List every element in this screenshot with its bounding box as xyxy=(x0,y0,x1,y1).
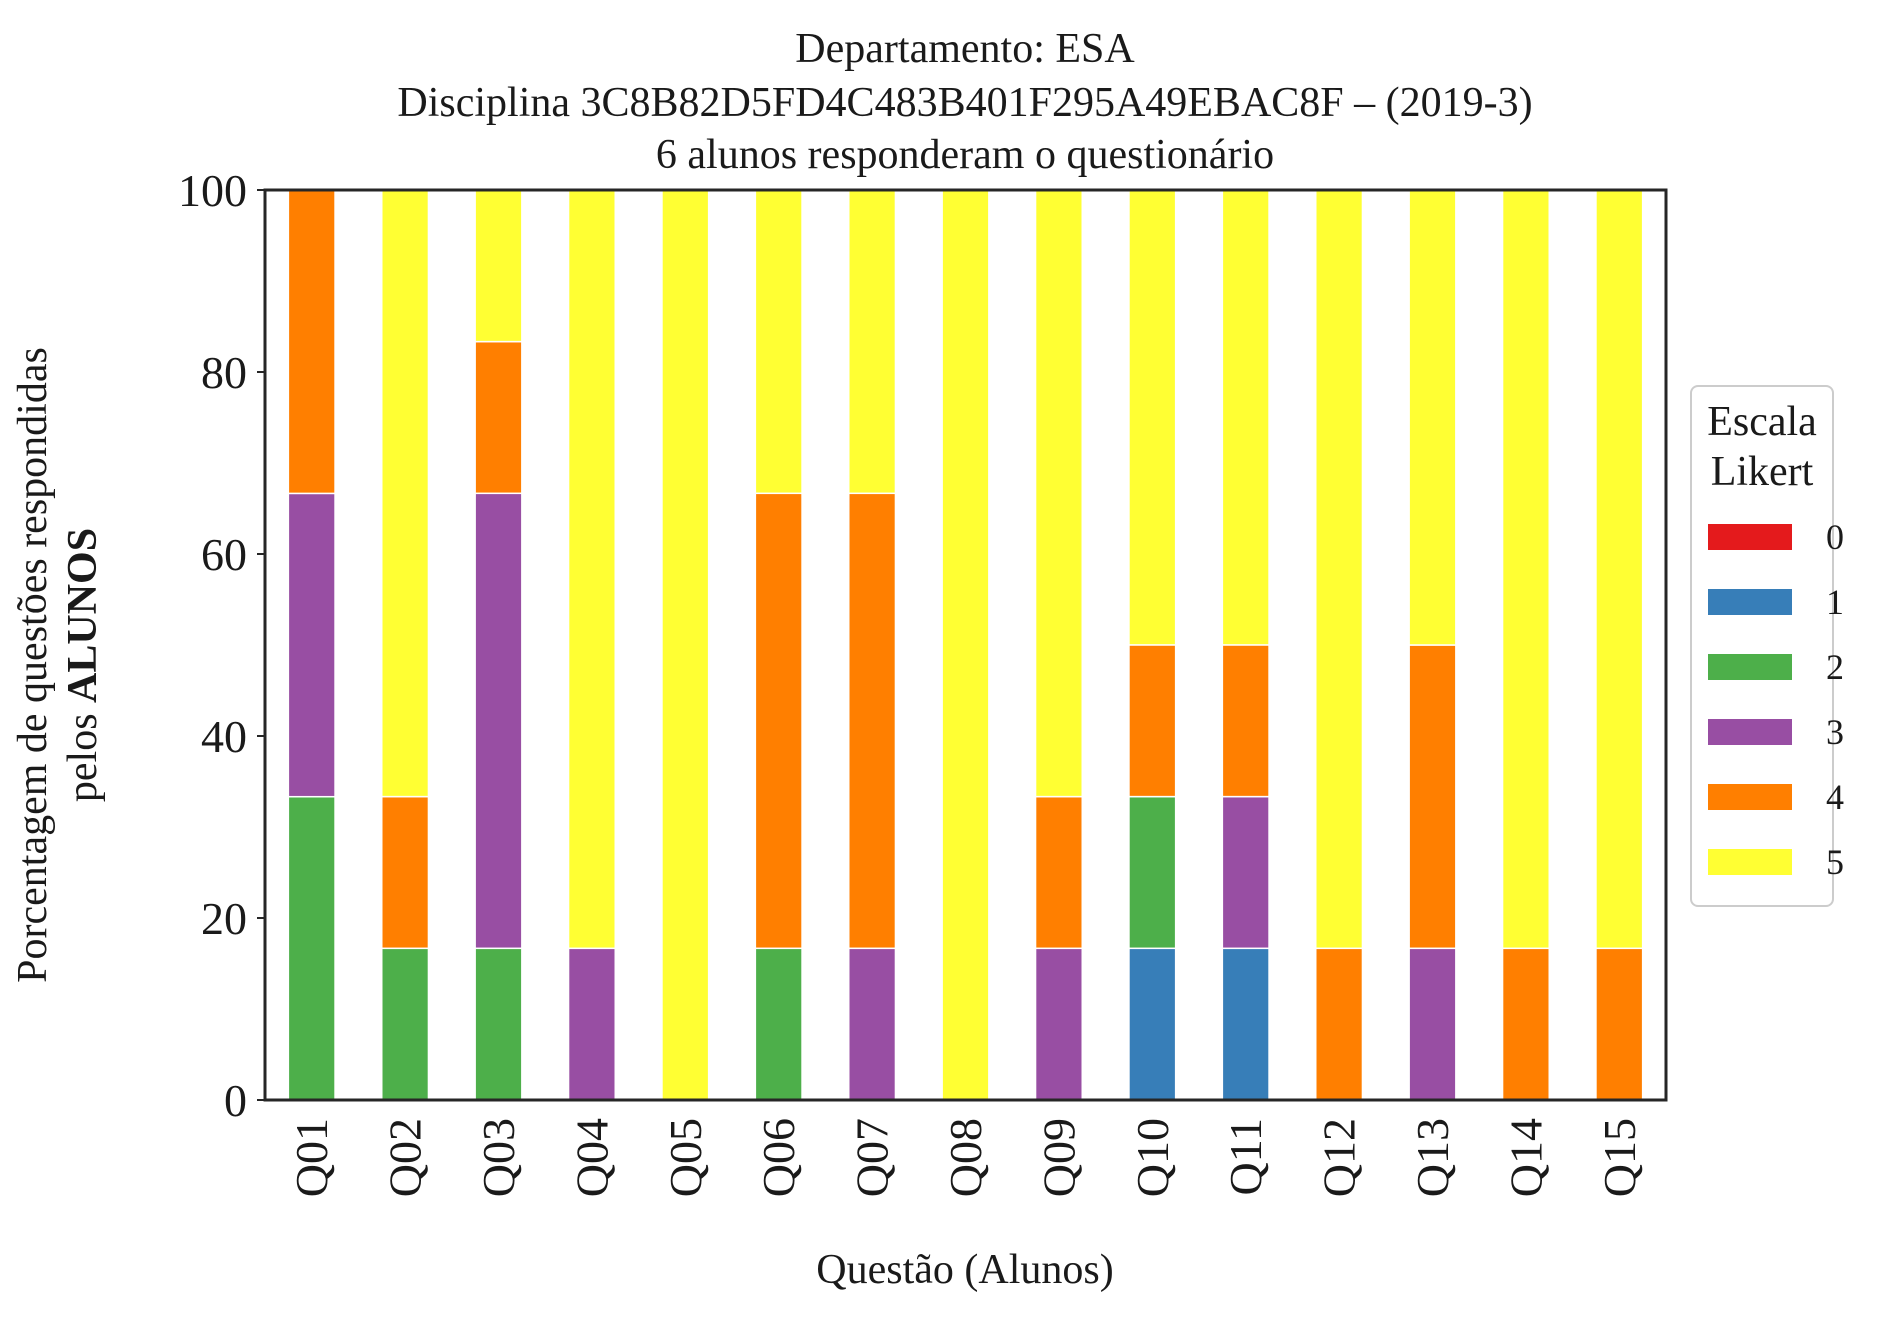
legend-item-5: 5 xyxy=(1708,842,1844,882)
x-tick-label-q13: Q13 xyxy=(1407,1118,1458,1197)
bar-q01-likert-2 xyxy=(287,795,336,1101)
legend-label-0: 0 xyxy=(1826,517,1844,557)
y-tick-label-60: 60 xyxy=(201,529,247,580)
bar-q11-likert-4 xyxy=(1221,644,1270,798)
legend-item-4: 4 xyxy=(1708,777,1844,817)
bar-q02-likert-2 xyxy=(381,947,430,1101)
bar-q13-likert-4 xyxy=(1408,644,1457,950)
x-tick-label-q05: Q05 xyxy=(660,1118,711,1197)
legend-title: Escala Likert xyxy=(1692,397,1832,497)
bar-q06-likert-5 xyxy=(754,189,803,495)
bar-q11-likert-5 xyxy=(1221,189,1270,646)
legend-swatch-2 xyxy=(1708,654,1792,680)
bar-q13-likert-3 xyxy=(1408,947,1457,1101)
bar-q09-likert-4 xyxy=(1034,795,1084,950)
x-tick-label-q01: Q01 xyxy=(286,1118,337,1197)
bar-q02-likert-4 xyxy=(381,795,430,950)
legend: Escala Likert 0 1 2 3 4 5 xyxy=(1690,385,1844,907)
bar-q14-likert-4 xyxy=(1501,947,1551,1101)
x-tick-label-q03: Q03 xyxy=(473,1118,524,1197)
legend-label-5: 5 xyxy=(1826,842,1844,882)
x-tick-label-q10: Q10 xyxy=(1127,1118,1178,1197)
legend-title-line-1: Escala xyxy=(1707,399,1817,445)
bar-q07-likert-5 xyxy=(848,189,897,495)
legend-label-2: 2 xyxy=(1826,647,1844,687)
bar-q03-likert-2 xyxy=(474,947,523,1101)
x-tick-label-q11: Q11 xyxy=(1220,1118,1271,1196)
x-tick-label-q02: Q02 xyxy=(380,1118,431,1197)
y-tick-label-80: 80 xyxy=(201,347,247,398)
bar-q14-likert-5 xyxy=(1501,189,1551,950)
legend-swatch-4 xyxy=(1708,784,1792,810)
legend-swatch-5 xyxy=(1708,849,1792,875)
x-tick-label-q12: Q12 xyxy=(1314,1118,1365,1197)
legend-swatch-1 xyxy=(1708,589,1792,615)
chart-title-line-2: Disciplina 3C8B82D5FD4C483B401F295A49EBA… xyxy=(397,80,1533,126)
x-ticks-group: Q01 Q02 Q03 Q04 Q05 Q06 Q07 Q08 Q09 Q10 Q11 Q12 Q13 Q… xyxy=(286,1118,1645,1197)
bar-q03-likert-4 xyxy=(474,340,523,495)
y-tick-label-20: 20 xyxy=(201,893,247,944)
bar-q09-likert-5 xyxy=(1034,189,1084,798)
legend-label-4: 4 xyxy=(1826,777,1844,817)
x-tick-label-q06: Q06 xyxy=(753,1118,804,1197)
bar-q04-likert-3 xyxy=(567,947,616,1101)
bar-q07-likert-4 xyxy=(848,492,897,950)
bar-q05-likert-5 xyxy=(661,189,710,1101)
bar-q02-likert-5 xyxy=(381,189,430,798)
bar-q06-likert-2 xyxy=(754,947,803,1101)
chart-title-line-3: 6 alunos responderam o questionário xyxy=(655,132,1275,178)
y-tick-label-100: 100 xyxy=(178,165,247,216)
bar-q03-likert-5 xyxy=(474,189,523,343)
legend-item-1: 1 xyxy=(1708,582,1844,622)
legend-item-3: 3 xyxy=(1708,712,1844,752)
x-tick-label-q08: Q08 xyxy=(940,1118,991,1197)
bar-q03-likert-3 xyxy=(474,492,523,950)
legend-swatch-3 xyxy=(1708,719,1792,745)
bar-q12-likert-5 xyxy=(1315,189,1364,950)
bar-q09-likert-3 xyxy=(1034,947,1084,1101)
legend-title-line-2: Likert xyxy=(1710,449,1814,495)
bar-q08-likert-5 xyxy=(941,189,990,1101)
y-ticks-group: 0 20 40 60 80 100 xyxy=(178,165,265,1126)
legend-label-1: 1 xyxy=(1826,582,1844,622)
bar-q01-likert-4 xyxy=(287,189,336,495)
bar-q10-likert-4 xyxy=(1128,644,1177,798)
bar-q10-likert-1 xyxy=(1128,947,1177,1101)
y-tick-label-40: 40 xyxy=(201,711,247,762)
y-tick-label-0: 0 xyxy=(224,1075,247,1126)
x-tick-label-q14: Q14 xyxy=(1500,1118,1551,1197)
bar-q10-likert-5 xyxy=(1128,189,1177,646)
bar-q01-likert-3 xyxy=(287,492,336,798)
chart-title-line-1: Departamento: ESA xyxy=(795,26,1135,72)
bar-q15-likert-5 xyxy=(1595,189,1644,950)
x-tick-label-q09: Q09 xyxy=(1033,1118,1084,1197)
plot-frame xyxy=(263,188,1668,1102)
x-tick-label-q04: Q04 xyxy=(566,1118,617,1197)
bar-q13-likert-5 xyxy=(1408,189,1457,646)
bar-q11-likert-3 xyxy=(1221,795,1270,950)
x-axis-label: Questão (Alunos) xyxy=(816,1247,1114,1293)
bar-q07-likert-3 xyxy=(848,947,897,1101)
legend-item-2: 2 xyxy=(1708,647,1844,687)
bar-q15-likert-4 xyxy=(1595,947,1644,1101)
bar-q12-likert-4 xyxy=(1315,947,1364,1101)
bar-q10-likert-2 xyxy=(1128,795,1177,950)
legend-swatch-0 xyxy=(1708,524,1792,550)
x-tick-label-q07: Q07 xyxy=(847,1118,898,1197)
bars-group xyxy=(287,189,1644,1101)
bar-q06-likert-4 xyxy=(754,492,803,950)
bar-q11-likert-1 xyxy=(1221,947,1270,1101)
legend-label-3: 3 xyxy=(1826,712,1844,752)
bar-q04-likert-5 xyxy=(567,189,616,950)
x-tick-label-q15: Q15 xyxy=(1594,1118,1645,1197)
legend-item-0: 0 xyxy=(1708,517,1844,557)
